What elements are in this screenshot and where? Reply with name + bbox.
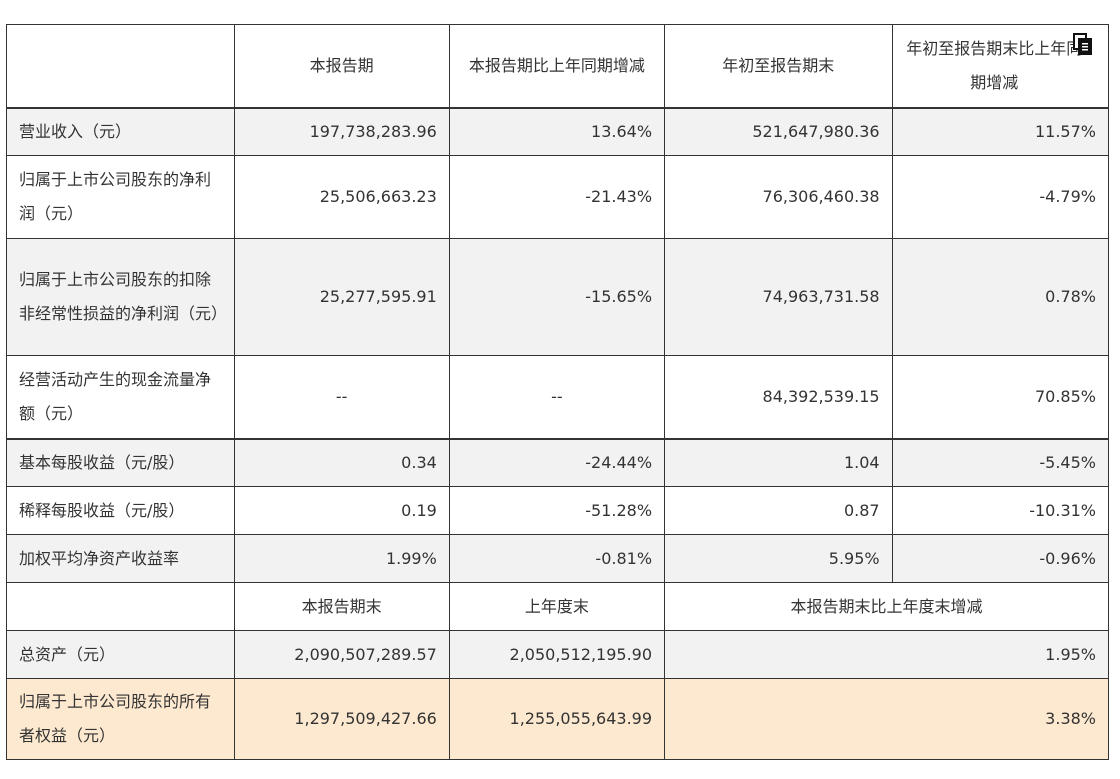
- table-row: 经营活动产生的现金流量净额（元） -- -- 84,392,539.15 70.…: [6, 355, 1110, 440]
- cell-value: 1,255,055,643.99: [448, 678, 666, 760]
- table-row: 基本每股收益（元/股） 0.34 -24.44% 1.04 -5.45%: [6, 438, 1110, 487]
- cell-value: -21.43%: [448, 155, 666, 239]
- cell-value: 13.64%: [448, 107, 666, 156]
- cell-value: -10.31%: [891, 486, 1110, 535]
- cell-value: -5.45%: [891, 438, 1110, 487]
- row-label: 基本每股收益（元/股）: [6, 438, 235, 487]
- cell-value: 0.19: [233, 486, 450, 535]
- header-current-period: 本报告期: [233, 24, 450, 109]
- cell-value: 1,297,509,427.66: [233, 678, 450, 760]
- row-label: 归属于上市公司股东的净利润（元）: [6, 155, 235, 239]
- header-ytd-yoy: 年初至报告期末比上年同期增减: [891, 24, 1110, 109]
- cell-value: 0.34: [233, 438, 450, 487]
- cell-value: 0.78%: [891, 238, 1110, 356]
- row-label: 总资产（元）: [6, 630, 235, 679]
- financial-summary-table: 本报告期 本报告期比上年同期增减 年初至报告期末 年初至报告期末比上年同期增减 …: [6, 24, 1110, 760]
- row-label: 加权平均净资产收益率: [6, 534, 235, 583]
- header-empty-cell: [6, 24, 235, 109]
- row-label: 稀释每股收益（元/股）: [6, 486, 235, 535]
- cell-value: -51.28%: [448, 486, 666, 535]
- subheader-empty-cell: [6, 582, 235, 631]
- cell-value: 25,277,595.91: [233, 238, 450, 356]
- cell-value: -4.79%: [891, 155, 1110, 239]
- cell-value: 70.85%: [891, 355, 1110, 440]
- table-row: 稀释每股收益（元/股） 0.19 -51.28% 0.87 -10.31%: [6, 486, 1110, 535]
- row-label: 营业收入（元）: [6, 107, 235, 156]
- table-row: 总资产（元） 2,090,507,289.57 2,050,512,195.90…: [6, 630, 1109, 679]
- table-row: 营业收入（元） 197,738,283.96 13.64% 521,647,98…: [6, 107, 1110, 156]
- table-row: 归属于上市公司股东的净利润（元） 25,506,663.23 -21.43% 7…: [6, 155, 1110, 239]
- cell-value: -0.81%: [448, 534, 666, 583]
- cell-value: 25,506,663.23: [233, 155, 450, 239]
- cell-value: -15.65%: [448, 238, 666, 356]
- cell-value: 521,647,980.36: [664, 107, 893, 156]
- subheader-prior-year-end: 上年度末: [448, 582, 666, 631]
- table-row: 归属于上市公司股东的扣除非经常性损益的净利润（元） 25,277,595.91 …: [6, 238, 1110, 356]
- cell-value: 74,963,731.58: [664, 238, 893, 356]
- cell-value: --: [233, 355, 450, 440]
- table-row: 归属于上市公司股东的所有者权益（元） 1,297,509,427.66 1,25…: [6, 678, 1109, 760]
- copy-icon[interactable]: [1073, 33, 1093, 55]
- cell-value: 1.04: [664, 438, 893, 487]
- cell-value: -0.96%: [891, 534, 1110, 583]
- cell-value: 1.95%: [664, 630, 1109, 679]
- cell-value: 5.95%: [664, 534, 893, 583]
- cell-value: 3.38%: [664, 678, 1109, 760]
- row-label: 归属于上市公司股东的所有者权益（元）: [6, 678, 235, 760]
- cell-value: 2,050,512,195.90: [448, 630, 666, 679]
- cell-value: 11.57%: [891, 107, 1110, 156]
- header-current-period-yoy: 本报告期比上年同期增减: [448, 24, 666, 109]
- cell-value: 84,392,539.15: [664, 355, 893, 440]
- subheader-period-end: 本报告期末: [233, 582, 450, 631]
- table-row: 加权平均净资产收益率 1.99% -0.81% 5.95% -0.96%: [6, 534, 1110, 583]
- table-subheader-row: 本报告期末 上年度末 本报告期末比上年度末增减: [6, 582, 1109, 631]
- cell-value: 1.99%: [233, 534, 450, 583]
- subheader-change: 本报告期末比上年度末增减: [664, 582, 1109, 631]
- row-label: 经营活动产生的现金流量净额（元）: [6, 355, 235, 440]
- cell-value: 2,090,507,289.57: [233, 630, 450, 679]
- cell-value: --: [448, 355, 666, 440]
- header-ytd: 年初至报告期末: [664, 24, 893, 109]
- cell-value: 197,738,283.96: [233, 107, 450, 156]
- table-header-row: 本报告期 本报告期比上年同期增减 年初至报告期末 年初至报告期末比上年同期增减: [6, 24, 1110, 109]
- cell-value: 76,306,460.38: [664, 155, 893, 239]
- cell-value: 0.87: [664, 486, 893, 535]
- row-label: 归属于上市公司股东的扣除非经常性损益的净利润（元）: [6, 238, 235, 356]
- cell-value: -24.44%: [448, 438, 666, 487]
